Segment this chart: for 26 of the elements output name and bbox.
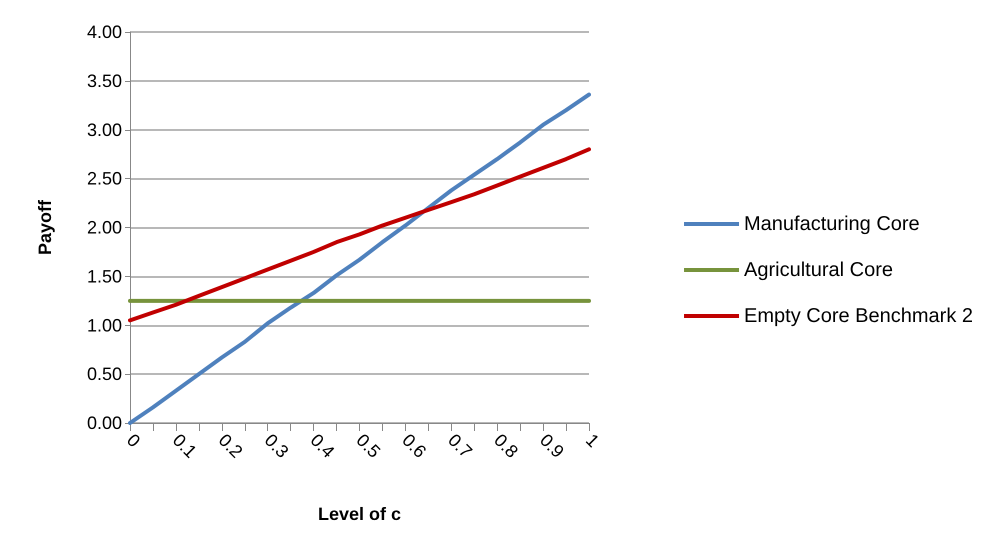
y-tick-label: 0.50: [86, 364, 122, 384]
x-tick-label: 0.7: [444, 430, 476, 462]
x-tick-label: 0.9: [536, 430, 568, 462]
y-tick-label: 1.50: [86, 266, 122, 286]
y-tick-label: 3.50: [86, 70, 122, 91]
y-tick-label: 2.50: [86, 168, 122, 189]
legend-label: Empty Core Benchmark 2: [744, 305, 974, 327]
y-tick-label: 4.00: [86, 22, 122, 42]
legend-label: Agricultural Core: [744, 259, 893, 281]
x-tick-label: 0.3: [260, 430, 292, 462]
x-tick-label: 0.1: [168, 430, 201, 462]
x-tick-label: 0: [122, 430, 144, 452]
x-axis-title: Level of c: [318, 504, 402, 524]
line-series: [128, 147, 591, 322]
y-axis-title: Payoff: [35, 198, 55, 256]
x-tick-label: 1: [582, 430, 604, 452]
x-tick-label: 0.8: [490, 430, 522, 462]
x-tick-label: 0.5: [352, 430, 384, 462]
x-tick-label: 0.6: [398, 430, 430, 462]
legend-label: Manufacturing Core: [744, 213, 920, 235]
x-tick-label: 0.2: [214, 430, 247, 462]
y-tick-label: 0.00: [86, 413, 122, 433]
y-tick-label: 2.00: [86, 218, 122, 238]
x-tick-label: 0.4: [306, 430, 338, 462]
y-tick-label: 1.00: [86, 315, 122, 336]
y-tick-label: 3.00: [86, 120, 122, 140]
